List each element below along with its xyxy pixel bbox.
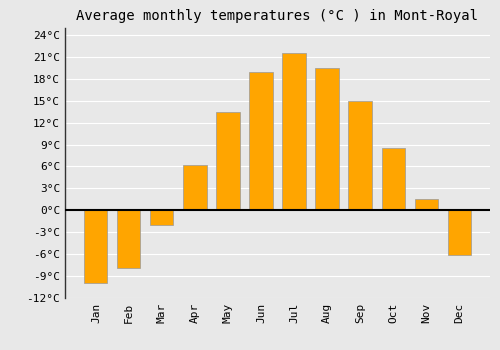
- Title: Average monthly temperatures (°C ) in Mont-Royal: Average monthly temperatures (°C ) in Mo…: [76, 9, 478, 23]
- Bar: [348, 101, 372, 210]
- Bar: [216, 112, 240, 210]
- Bar: [184, 165, 206, 210]
- Bar: [118, 210, 141, 268]
- Bar: [316, 68, 338, 210]
- Bar: [250, 72, 272, 210]
- Bar: [382, 148, 404, 210]
- Bar: [150, 210, 174, 225]
- Bar: [448, 210, 470, 255]
- Bar: [282, 54, 306, 210]
- Bar: [414, 199, 438, 210]
- Bar: [84, 210, 108, 283]
